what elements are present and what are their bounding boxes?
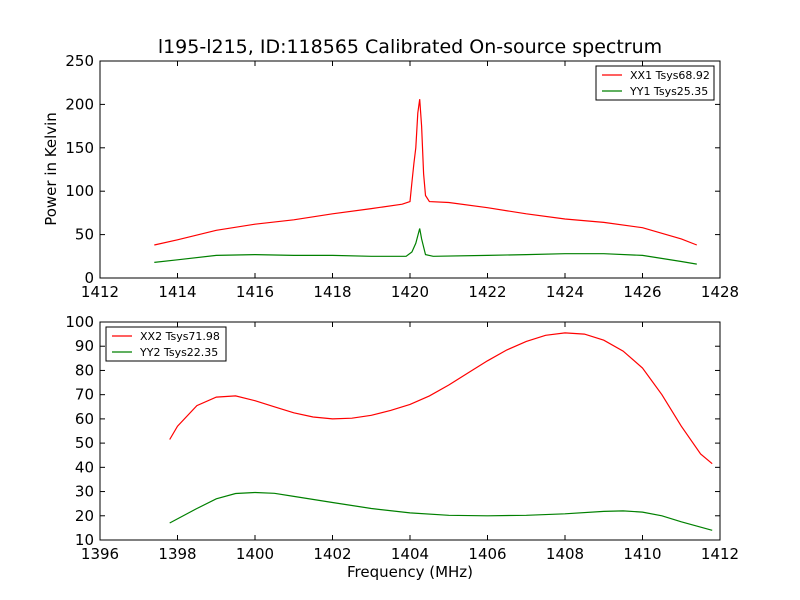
legend-box [105, 326, 227, 362]
y-tick-label: 20 [75, 507, 94, 525]
y-tick-label: 30 [75, 483, 94, 501]
y-tick-label: 80 [75, 361, 94, 379]
y-tick-label: 70 [75, 386, 94, 404]
y-tick-label: 250 [65, 52, 94, 70]
legend-label: XX2 Tsys71.98 [140, 330, 220, 343]
x-tick-label: 1420 [391, 283, 429, 301]
series-line-2-1 [169, 332, 713, 465]
x-tick-label: 1426 [623, 283, 661, 301]
y-tick-label: 200 [65, 95, 94, 113]
series-line-1-1 [154, 99, 698, 246]
x-tick-label: 1414 [158, 283, 196, 301]
x-axis-label-lower: Frequency (MHz) [347, 563, 473, 581]
y-axis-label-upper: Power in Kelvin [42, 112, 60, 226]
legend-label: XX1 Tsys68.92 [630, 69, 710, 82]
x-tick-label: 1396 [81, 545, 119, 563]
x-tick-label: 1406 [468, 545, 506, 563]
y-tick-label: 60 [75, 410, 94, 428]
x-tick-label: 1412 [81, 283, 119, 301]
series-line-1-2 [154, 228, 697, 265]
legend: XX2 Tsys71.98 YY2 Tsys22.35 [105, 326, 227, 362]
x-tick-label: 1428 [701, 283, 739, 301]
x-tick-label: 1400 [236, 545, 274, 563]
x-tick-label: 1404 [391, 545, 429, 563]
y-tick-label: 10 [75, 531, 94, 549]
legend: XX1 Tsys68.92 YY1 Tsys25.35 [595, 65, 715, 101]
x-tick-label: 1398 [158, 545, 196, 563]
y-tick-label: 50 [75, 434, 94, 452]
legend-box [595, 65, 715, 101]
x-tick-label: 1422 [468, 283, 506, 301]
legend-label: YY1 Tsys25.35 [629, 85, 708, 98]
x-tick-label: 1424 [546, 283, 584, 301]
chart-title: l195-l215, ID:118565 Calibrated On-sourc… [158, 36, 662, 58]
y-tick-label: 150 [65, 139, 94, 157]
lower-spectrum-panel: 1396 1398 1400 1402 1404 1406 1408 1410 1412 10 20… [65, 313, 739, 563]
x-tick-label: 1412 [701, 545, 739, 563]
x-tick-label: 1408 [546, 545, 584, 563]
y-tick-label: 50 [75, 226, 94, 244]
x-tick-label: 1402 [313, 545, 351, 563]
x-tick-label: 1418 [313, 283, 351, 301]
upper-spectrum-panel: 1412 1414 1416 1418 1420 1422 1424 1426 1428 0 50 1… [65, 52, 739, 301]
y-tick-label: 100 [65, 182, 94, 200]
x-tick-label: 1416 [236, 283, 274, 301]
y-tick-label: 90 [75, 337, 94, 355]
legend-label: YY2 Tsys22.35 [139, 346, 218, 359]
y-tick-label: 40 [75, 458, 94, 476]
y-tick-label: 100 [65, 313, 94, 331]
series-line-2-2 [169, 491, 713, 531]
x-tick-label: 1410 [623, 545, 661, 563]
y-tick-label: 0 [84, 269, 94, 287]
